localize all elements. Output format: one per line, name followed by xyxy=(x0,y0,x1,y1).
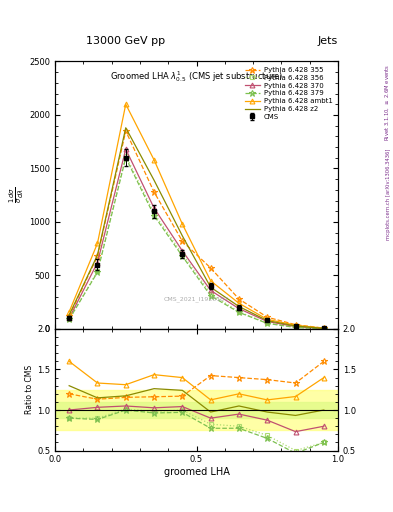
Pythia 6.428 356 xyxy=(237,309,241,315)
Pythia 6.428 355 xyxy=(95,253,100,259)
Pythia 6.428 ambt1 xyxy=(265,316,270,323)
Pythia 6.428 379 xyxy=(265,321,270,327)
Y-axis label: $\frac{1}{\sigma}\frac{d\sigma}{d\lambda}$: $\frac{1}{\sigma}\frac{d\sigma}{d\lambda… xyxy=(8,187,26,203)
Pythia 6.428 ambt1 xyxy=(293,322,298,328)
Pythia 6.428 ambt1 xyxy=(208,278,213,284)
Pythia 6.428 ambt1 xyxy=(123,101,128,108)
Pythia 6.428 370 xyxy=(321,326,326,332)
Pythia 6.428 355 xyxy=(321,325,326,331)
Pythia 6.428 ambt1 xyxy=(95,240,100,246)
Line: Pythia 6.428 355: Pythia 6.428 355 xyxy=(66,128,327,331)
Pythia 6.428 370 xyxy=(265,318,270,325)
Pythia 6.428 ambt1 xyxy=(237,300,241,306)
Pythia 6.428 355 xyxy=(237,296,241,302)
Pythia 6.428 z2 xyxy=(67,312,72,318)
Line: Pythia 6.428 379: Pythia 6.428 379 xyxy=(66,155,327,332)
Pythia 6.428 379 xyxy=(67,316,72,323)
Pythia 6.428 z2 xyxy=(180,233,185,239)
Pythia 6.428 z2 xyxy=(95,252,100,258)
Pythia 6.428 356 xyxy=(67,316,72,323)
Pythia 6.428 355 xyxy=(265,314,270,321)
Text: 13000 GeV pp: 13000 GeV pp xyxy=(86,36,165,46)
Line: Pythia 6.428 370: Pythia 6.428 370 xyxy=(67,147,326,331)
Pythia 6.428 370 xyxy=(152,205,156,211)
Pythia 6.428 z2 xyxy=(208,284,213,290)
Pythia 6.428 355 xyxy=(293,322,298,328)
Pythia 6.428 z2 xyxy=(293,323,298,329)
Pythia 6.428 370 xyxy=(293,324,298,330)
Pythia 6.428 ambt1 xyxy=(321,325,326,331)
Pythia 6.428 355 xyxy=(123,128,128,134)
Pythia 6.428 379 xyxy=(152,212,156,219)
X-axis label: groomed LHA: groomed LHA xyxy=(163,467,230,477)
Pythia 6.428 356 xyxy=(123,153,128,159)
Pythia 6.428 356 xyxy=(321,326,326,332)
Pythia 6.428 356 xyxy=(152,210,156,217)
Text: Rivet 3.1.10, $\geq$ 2.6M events: Rivet 3.1.10, $\geq$ 2.6M events xyxy=(384,64,391,141)
Pythia 6.428 z2 xyxy=(237,304,241,310)
Pythia 6.428 370 xyxy=(180,248,185,254)
Pythia 6.428 370 xyxy=(123,146,128,152)
Pythia 6.428 356 xyxy=(95,268,100,274)
Pythia 6.428 370 xyxy=(237,306,241,312)
Text: Jets: Jets xyxy=(318,36,338,46)
Line: Pythia 6.428 356: Pythia 6.428 356 xyxy=(67,153,326,331)
Pythia 6.428 356 xyxy=(293,324,298,330)
Y-axis label: Ratio to CMS: Ratio to CMS xyxy=(25,365,34,414)
Pythia 6.428 z2 xyxy=(152,177,156,183)
Pythia 6.428 355 xyxy=(67,313,72,319)
Line: Pythia 6.428 z2: Pythia 6.428 z2 xyxy=(69,128,324,328)
Pythia 6.428 z2 xyxy=(123,125,128,131)
Pythia 6.428 379 xyxy=(208,293,213,299)
Pythia 6.428 ambt1 xyxy=(180,221,185,227)
Pythia 6.428 z2 xyxy=(321,325,326,331)
Pythia 6.428 355 xyxy=(152,189,156,195)
Legend: Pythia 6.428 355, Pythia 6.428 356, Pythia 6.428 370, Pythia 6.428 379, Pythia 6: Pythia 6.428 355, Pythia 6.428 356, Pyth… xyxy=(243,65,334,122)
Pythia 6.428 356 xyxy=(265,320,270,326)
Pythia 6.428 379 xyxy=(293,325,298,331)
Pythia 6.428 356 xyxy=(208,291,213,297)
Bar xyxy=(55,402,338,418)
Pythia 6.428 355 xyxy=(180,238,185,244)
Pythia 6.428 370 xyxy=(208,287,213,293)
Pythia 6.428 355 xyxy=(208,265,213,271)
Pythia 6.428 379 xyxy=(180,253,185,259)
Text: CMS_2021_I1920187: CMS_2021_I1920187 xyxy=(164,296,229,302)
Pythia 6.428 ambt1 xyxy=(152,157,156,163)
Pythia 6.428 z2 xyxy=(265,317,270,324)
Pythia 6.428 370 xyxy=(95,260,100,266)
Pythia 6.428 ambt1 xyxy=(67,309,72,315)
Pythia 6.428 379 xyxy=(321,326,326,332)
Pythia 6.428 379 xyxy=(237,309,241,315)
Line: Pythia 6.428 ambt1: Pythia 6.428 ambt1 xyxy=(67,102,326,331)
Pythia 6.428 379 xyxy=(95,269,100,275)
Pythia 6.428 370 xyxy=(67,315,72,322)
Text: Groomed LHA $\lambda^{1}_{0.5}$ (CMS jet substructure): Groomed LHA $\lambda^{1}_{0.5}$ (CMS jet… xyxy=(110,70,283,84)
Bar xyxy=(55,390,338,430)
Text: mcplots.cern.ch [arXiv:1306.3436]: mcplots.cern.ch [arXiv:1306.3436] xyxy=(386,149,391,240)
Pythia 6.428 356 xyxy=(180,251,185,257)
Pythia 6.428 379 xyxy=(123,155,128,161)
